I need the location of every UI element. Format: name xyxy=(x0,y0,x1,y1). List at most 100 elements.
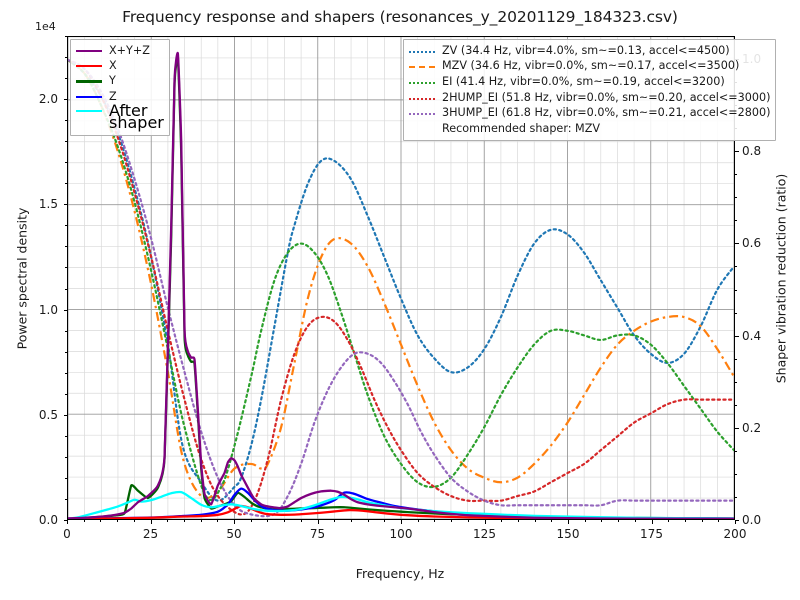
legend-item-x-y-z[interactable]: X+Y+Z xyxy=(76,43,164,58)
x-minor-tick xyxy=(384,520,386,522)
y-axis-label-left: Power spectral density xyxy=(14,207,30,350)
y-minor-tick-left xyxy=(65,183,67,185)
y-minor-tick-right xyxy=(735,197,737,199)
y-tick-mark-right xyxy=(735,151,739,153)
x-tick-label: 200 xyxy=(723,527,747,541)
y-minor-tick-right xyxy=(735,289,737,291)
y-tick-label-left: 0.5 xyxy=(38,407,58,422)
legend-line-swatch xyxy=(409,107,435,119)
legend-line-swatch xyxy=(409,76,435,88)
y-tick-label-right: 0.8 xyxy=(742,144,762,159)
x-minor-tick xyxy=(467,520,469,522)
y-minor-tick-right xyxy=(735,174,737,176)
legend-line-swatch xyxy=(76,105,102,117)
x-minor-tick xyxy=(718,520,720,522)
x-tick-label: 125 xyxy=(473,527,496,541)
y-tick-label-left: 1.0 xyxy=(38,302,58,317)
legend-item-mzv[interactable]: MZV (34.6 Hz, vibr=0.0%, sm~=0.17, accel… xyxy=(409,59,770,75)
x-tick-mark xyxy=(317,520,319,524)
x-tick-mark xyxy=(484,520,486,524)
x-minor-tick xyxy=(300,520,302,522)
legend-line-swatch xyxy=(76,60,102,72)
x-minor-tick xyxy=(367,520,369,522)
y-minor-tick-left xyxy=(65,456,67,458)
y-tick-label-left: 2.0 xyxy=(38,92,58,107)
x-minor-tick xyxy=(217,520,219,522)
y-minor-tick-right xyxy=(735,312,737,314)
x-tick-label: 75 xyxy=(309,527,326,541)
y-minor-tick-left xyxy=(65,246,67,248)
legend-item-label: After shaper xyxy=(109,100,164,132)
y-tick-mark-right xyxy=(735,520,739,521)
y-minor-tick-left xyxy=(65,372,67,374)
legend-item-label: Z xyxy=(109,89,117,103)
legend-item-label: MZV (34.6 Hz, vibr=0.0%, sm~=0.17, accel… xyxy=(442,59,740,73)
y-tick-mark-right xyxy=(735,243,739,245)
y-minor-tick-left xyxy=(65,393,67,395)
y-minor-tick-left xyxy=(65,57,67,59)
y-minor-tick-left xyxy=(65,225,67,227)
legend-item-3hump-ei[interactable]: 3HUMP_EI (61.8 Hz, vibr=0.0%, sm~=0.21, … xyxy=(409,105,770,121)
y-tick-mark-left xyxy=(63,309,67,311)
y-minor-tick-left xyxy=(65,120,67,122)
legend-line-swatch xyxy=(409,45,435,57)
x-tick-mark xyxy=(651,520,653,524)
x-minor-tick xyxy=(501,520,503,522)
x-minor-tick xyxy=(534,520,536,522)
x-minor-tick xyxy=(634,520,636,522)
x-axis-label: Frequency, Hz xyxy=(355,566,445,581)
legend-item-z[interactable]: Z xyxy=(76,89,164,104)
x-tick-mark xyxy=(150,520,152,524)
x-tick-label: 50 xyxy=(226,527,242,541)
y-minor-tick-left xyxy=(65,330,67,332)
x-minor-tick xyxy=(451,520,453,522)
y-minor-tick-left xyxy=(65,141,67,143)
recommended-shaper-note: Recommended shaper: MZV xyxy=(409,121,770,137)
data-layer xyxy=(68,51,734,519)
legend-item-ei[interactable]: EI (41.4 Hz, vibr=0.0%, sm~=0.19, accel<… xyxy=(409,74,770,90)
x-minor-tick xyxy=(83,520,85,522)
y-tick-label-left: 1.5 xyxy=(38,197,58,212)
legend-line-swatch xyxy=(76,75,102,87)
x-minor-tick xyxy=(267,520,269,522)
x-tick-label: 175 xyxy=(640,527,663,541)
x-minor-tick xyxy=(701,520,703,522)
y-minor-tick-right xyxy=(735,496,737,498)
legend-psd[interactable]: X+Y+Z X Y Z After shaper xyxy=(70,39,170,136)
x-tick-label: 25 xyxy=(142,527,159,541)
x-minor-tick xyxy=(183,520,185,522)
x-minor-tick xyxy=(350,520,352,522)
x-minor-tick xyxy=(417,520,419,522)
x-minor-tick xyxy=(334,520,336,522)
legend-line-swatch xyxy=(409,60,435,72)
x-minor-tick xyxy=(200,520,202,522)
legend-item-label: ZV (34.4 Hz, vibr=4.0%, sm~=0.13, accel<… xyxy=(442,43,730,57)
y-tick-label-right: 0.6 xyxy=(742,236,762,251)
legend-item-2hump-ei[interactable]: 2HUMP_EI (51.8 Hz, vibr=0.0%, sm~=0.20, … xyxy=(409,90,770,106)
x-minor-tick xyxy=(668,520,670,522)
x-tick-label: 0 xyxy=(63,527,71,541)
x-minor-tick xyxy=(250,520,252,522)
y-minor-tick-right xyxy=(735,381,737,383)
x-tick-mark xyxy=(735,520,736,524)
legend-item-label: 2HUMP_EI (51.8 Hz, vibr=0.0%, sm~=0.20, … xyxy=(442,90,771,104)
legend-spacer xyxy=(409,123,435,135)
y-minor-tick-left xyxy=(65,351,67,353)
y-tick-mark-left xyxy=(63,99,67,101)
y-minor-tick-left xyxy=(65,267,67,269)
legend-item-after-shaper[interactable]: After shaper xyxy=(76,100,164,132)
y-tick-label-right: 0.2 xyxy=(742,420,762,435)
legend-item-label: 3HUMP_EI (61.8 Hz, vibr=0.0%, sm~=0.21, … xyxy=(442,106,771,120)
x-tick-label: 150 xyxy=(556,527,580,541)
legend-item-zv[interactable]: ZV (34.4 Hz, vibr=4.0%, sm~=0.13, accel<… xyxy=(409,43,770,59)
y-minor-tick-left xyxy=(65,162,67,164)
legend-item-x[interactable]: X xyxy=(76,58,164,73)
legend-item-y[interactable]: Y xyxy=(76,74,164,89)
x-minor-tick xyxy=(434,520,436,522)
x-tick-mark xyxy=(401,520,402,524)
y-tick-mark-left xyxy=(63,520,67,521)
legend-shapers[interactable]: ZV (34.4 Hz, vibr=4.0%, sm~=0.13, accel<… xyxy=(403,39,777,141)
y-minor-tick-left xyxy=(65,36,67,37)
x-minor-tick xyxy=(584,520,586,522)
